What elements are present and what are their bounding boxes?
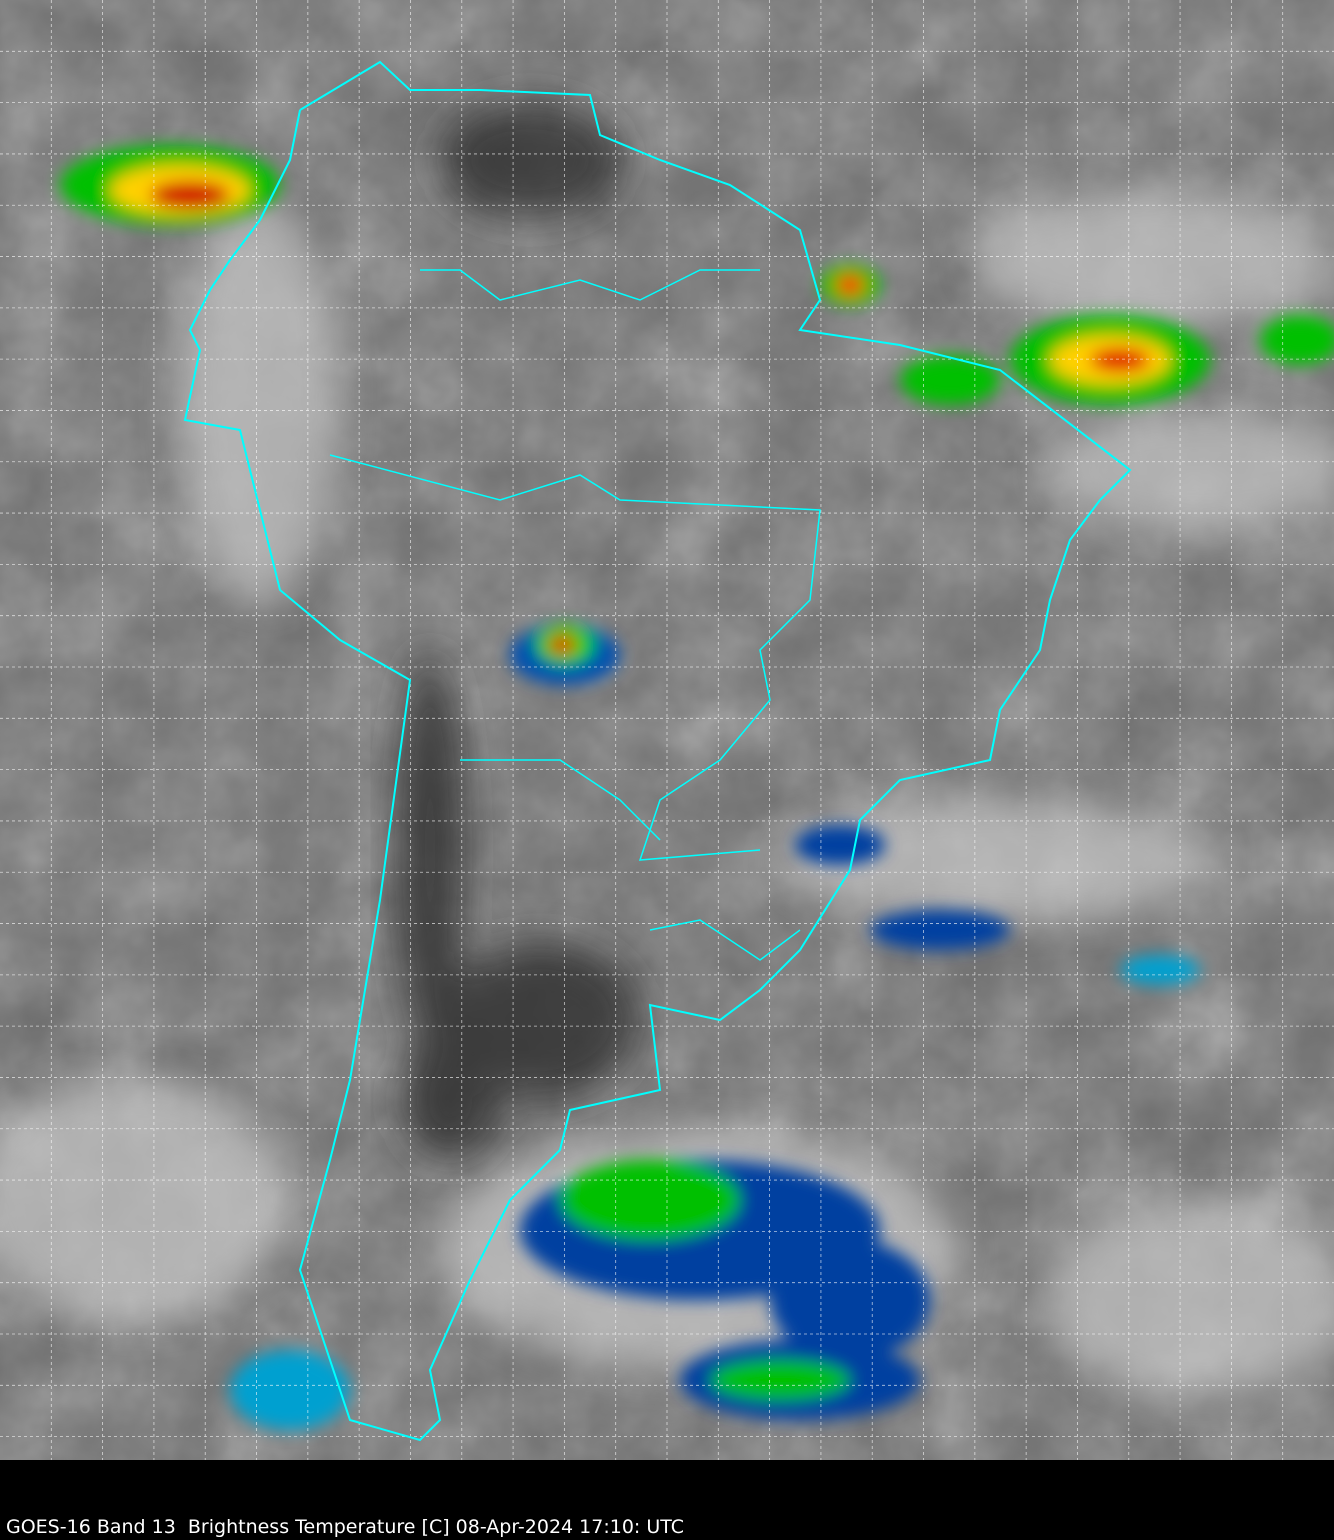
- dark-land-areas: [395, 100, 640, 1160]
- country-borders: [183, 60, 1132, 1442]
- image-caption: GOES-16 Band 13 Brightness Temperature […: [6, 1516, 685, 1538]
- internal-borders: [329, 269, 821, 961]
- lat-lon-grid: [0, 0, 1334, 1460]
- satellite-map: [0, 0, 1334, 1460]
